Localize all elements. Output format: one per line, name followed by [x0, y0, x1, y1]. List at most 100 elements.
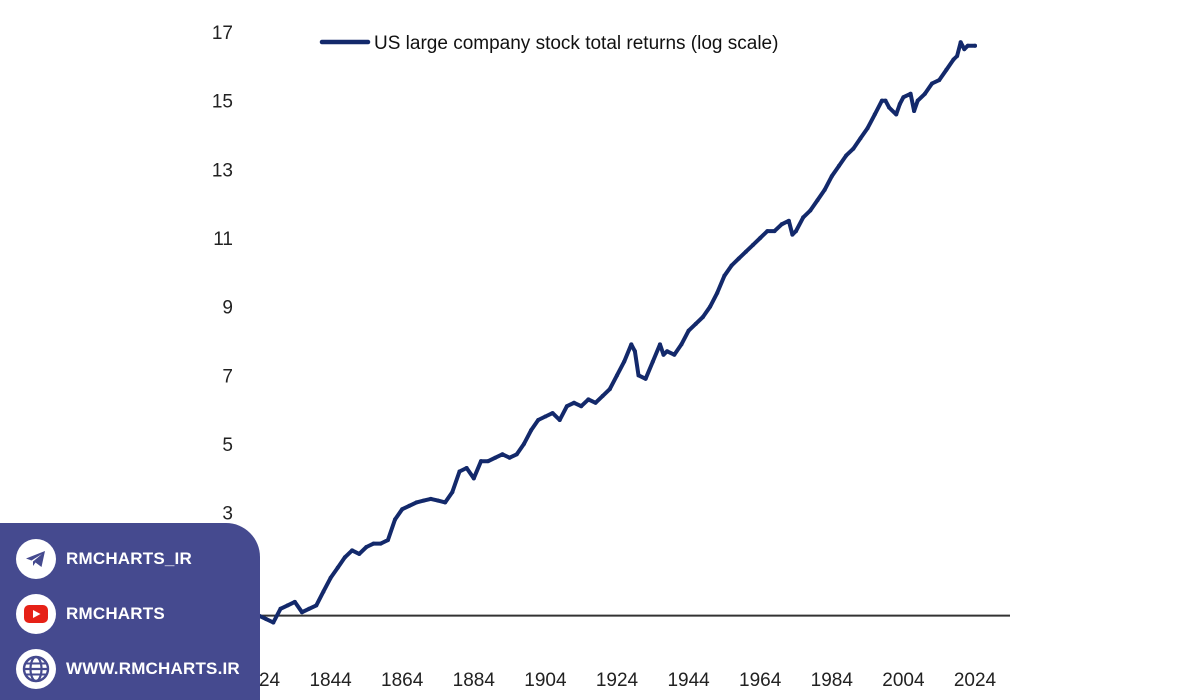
data-point	[600, 393, 605, 398]
data-point	[794, 229, 798, 234]
data-point	[328, 575, 333, 580]
telegram-link[interactable]: RMCHARTS_IR	[0, 539, 260, 579]
data-point	[930, 81, 935, 86]
data-point	[486, 459, 491, 464]
data-point	[665, 349, 670, 354]
data-point	[858, 136, 863, 141]
data-point	[772, 229, 777, 234]
data-point	[872, 112, 877, 117]
data-point	[464, 466, 469, 471]
x-tick-label: 1864	[381, 670, 424, 691]
data-point	[307, 606, 312, 611]
data-point	[829, 174, 834, 179]
data-point	[543, 414, 548, 419]
data-point	[393, 517, 398, 522]
x-tick-label: 1964	[739, 670, 782, 691]
y-tick-label: 9	[222, 298, 233, 319]
data-point	[579, 404, 584, 409]
data-point	[450, 490, 455, 495]
data-point	[894, 112, 899, 117]
data-point	[350, 548, 355, 553]
data-point	[751, 242, 756, 247]
data-point	[879, 98, 884, 103]
data-point	[955, 54, 960, 59]
data-point	[844, 153, 849, 158]
data-point	[901, 95, 906, 100]
data-point	[471, 476, 476, 481]
x-tick-label: 2024	[954, 670, 997, 691]
y-tick-label: 11	[213, 229, 233, 250]
data-point	[536, 417, 541, 422]
data-point	[278, 606, 283, 611]
data-point	[962, 47, 967, 52]
data-point	[765, 229, 770, 234]
data-point	[321, 589, 326, 594]
data-point	[650, 359, 655, 364]
data-point	[342, 555, 347, 560]
data-point	[883, 98, 888, 103]
data-point	[500, 452, 505, 457]
data-point	[951, 57, 956, 62]
data-point	[657, 342, 662, 347]
data-point	[897, 102, 902, 107]
y-tick-label: 13	[212, 160, 233, 181]
youtube-link[interactable]: RMCHARTS	[0, 594, 260, 634]
data-point	[715, 290, 720, 295]
data-point	[729, 263, 734, 268]
x-tick-label: 2004	[882, 670, 925, 691]
data-point	[564, 404, 569, 409]
data-point	[443, 500, 448, 505]
data-point	[786, 218, 791, 223]
data-point	[912, 108, 917, 113]
data-point	[436, 498, 440, 503]
data-point	[779, 222, 784, 227]
data-point	[357, 551, 362, 556]
x-tick-label: 1884	[453, 670, 496, 691]
data-point	[908, 91, 913, 96]
data-point	[808, 208, 813, 213]
data-point	[529, 428, 534, 433]
data-point	[815, 198, 820, 203]
data-point	[836, 163, 841, 168]
data-point	[686, 328, 691, 333]
data-point	[736, 256, 741, 261]
data-point	[708, 304, 713, 309]
data-point	[514, 452, 519, 457]
data-point	[865, 126, 870, 131]
data-point	[572, 400, 577, 405]
data-point	[973, 43, 977, 48]
data-point	[557, 417, 562, 422]
website-link[interactable]: WWW.RMCHARTS.IR	[0, 649, 260, 689]
data-point	[371, 541, 376, 546]
x-tick-label: 1924	[596, 670, 639, 691]
data-point	[629, 342, 634, 347]
data-point	[700, 314, 705, 319]
data-point	[378, 541, 383, 546]
data-point	[335, 565, 340, 570]
data-point	[851, 146, 856, 151]
globe-icon	[16, 649, 56, 689]
data-point	[632, 349, 637, 354]
data-point	[478, 459, 483, 464]
social-links-panel: RMCHARTS_IR RMCHARTS WWW.RMCHARTS.IR	[0, 523, 260, 700]
data-point	[661, 352, 666, 357]
data-point	[722, 273, 727, 278]
data-point	[400, 507, 405, 512]
telegram-handle: RMCHARTS_IR	[66, 549, 192, 568]
y-tick-label: 17	[212, 23, 233, 44]
data-point	[965, 43, 970, 48]
data-point	[643, 376, 648, 381]
data-point	[679, 342, 684, 347]
data-point	[428, 496, 433, 501]
data-point	[790, 232, 795, 237]
data-point	[285, 603, 290, 608]
telegram-icon	[16, 539, 56, 579]
x-tick-label: 1904	[524, 670, 567, 691]
youtube-channel: RMCHARTS	[66, 604, 165, 623]
data-point	[958, 40, 963, 45]
data-point	[271, 620, 276, 625]
y-tick-label: 7	[222, 366, 233, 387]
youtube-icon	[16, 594, 56, 634]
data-point	[636, 373, 641, 378]
data-point	[922, 91, 927, 96]
